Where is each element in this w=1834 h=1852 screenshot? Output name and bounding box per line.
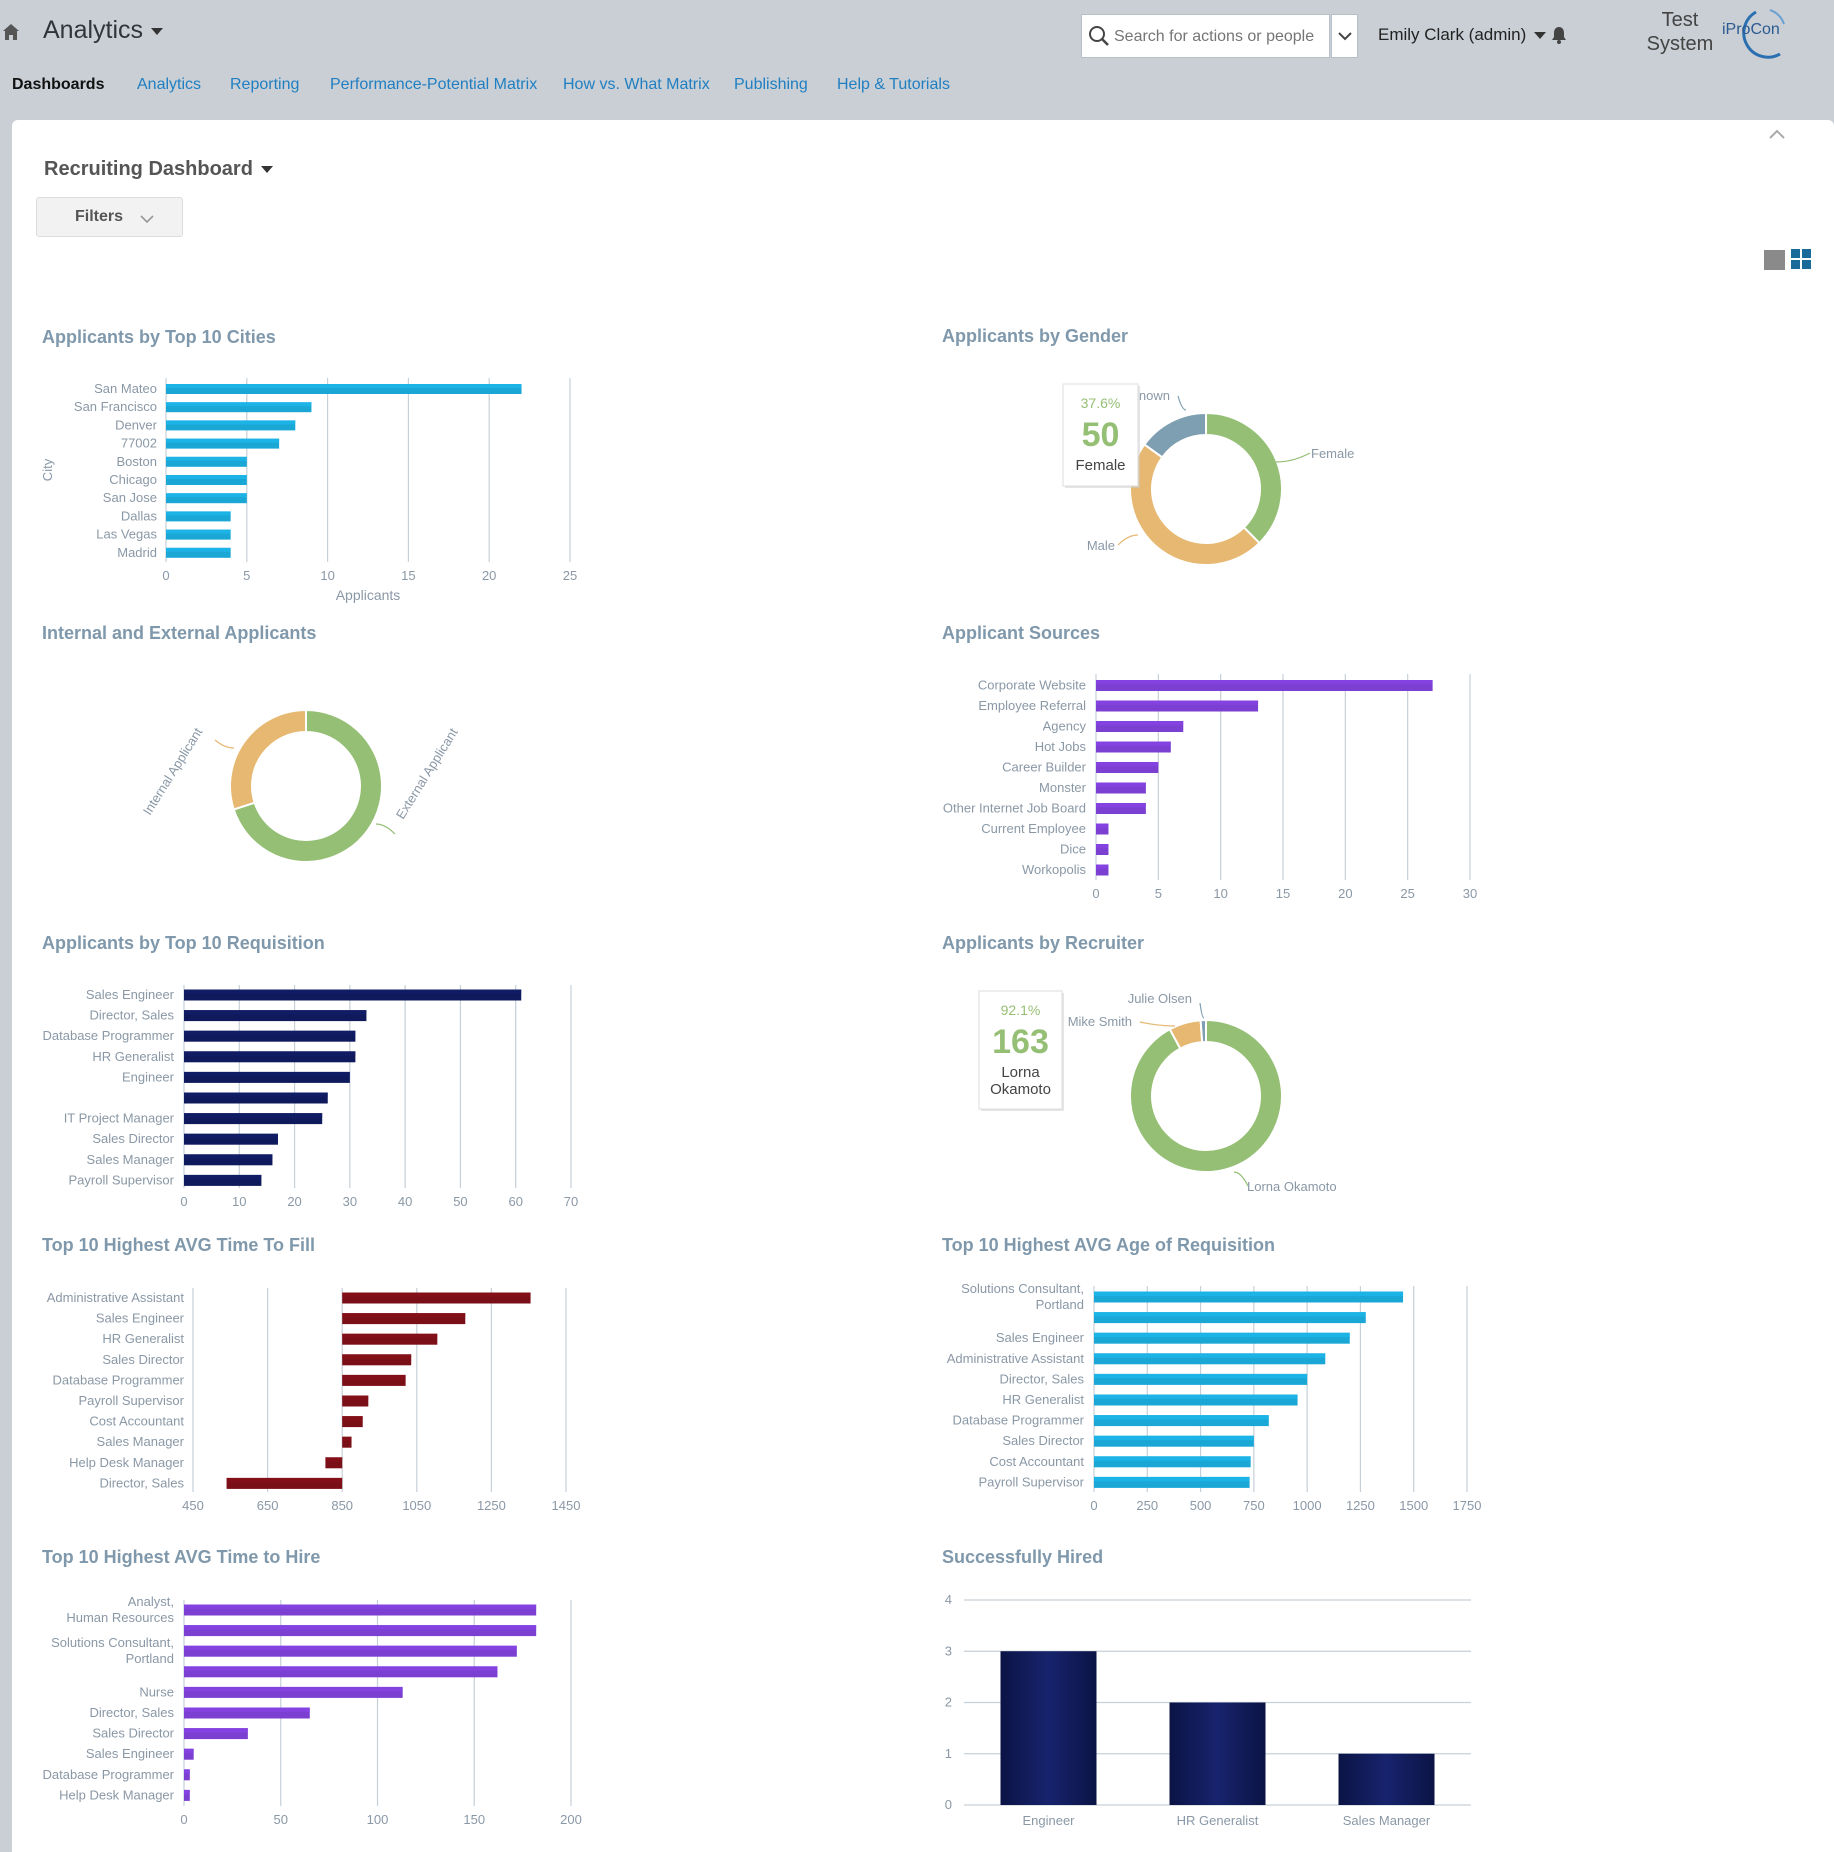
tab-analytics[interactable]: Analytics	[137, 76, 202, 93]
user-menu[interactable]: Emily Clark (admin)	[1378, 25, 1547, 45]
bell-icon[interactable]	[1551, 26, 1567, 44]
grid-view-icon[interactable]	[1791, 249, 1812, 270]
filters-button[interactable]: Filters	[36, 197, 183, 237]
logo-text: iProCon	[1722, 21, 1780, 38]
tab-how-vs-what-matrix[interactable]: How vs. What Matrix	[563, 76, 710, 93]
dashboard-title: Recruiting Dashboard	[44, 158, 253, 180]
widget-title: Successfully Hired	[942, 1547, 1104, 1567]
tab-dashboards[interactable]: Dashboards	[12, 76, 105, 93]
widget-title: Applicant Sources	[942, 623, 1101, 643]
company-logo: iProCon	[1722, 9, 1785, 59]
widget-title: Internal and External Applicants	[42, 623, 317, 643]
widget-title: Top 10 Highest AVG Time To Fill	[42, 1235, 316, 1255]
chevron-down-icon	[140, 215, 154, 224]
search-dropdown-button[interactable]	[1331, 14, 1358, 58]
dashboard-panel	[12, 120, 1834, 1852]
widget-title: Applicants by Recruiter	[942, 933, 1145, 953]
widget-title: Applicants by Top 10 Cities	[42, 327, 276, 347]
caret-down-icon	[260, 166, 273, 174]
search-box	[1081, 14, 1330, 58]
chevron-up-icon[interactable]	[1768, 128, 1786, 140]
search-input[interactable]	[1112, 24, 1326, 50]
tab-performance-potential-matrix[interactable]: Performance-Potential Matrix	[330, 76, 538, 93]
caret-down-icon	[151, 27, 164, 35]
tab-reporting[interactable]: Reporting	[230, 76, 300, 93]
search-icon	[1089, 26, 1109, 46]
single-view-icon[interactable]	[1764, 250, 1785, 270]
home-icon[interactable]	[2, 22, 20, 42]
caret-down-icon	[1534, 32, 1547, 40]
tab-help-tutorials[interactable]: Help & Tutorials	[837, 76, 950, 93]
filters-label: Filters	[75, 208, 124, 225]
tab-publishing[interactable]: Publishing	[734, 76, 808, 93]
system-label: Test System	[1632, 8, 1728, 56]
app-menu[interactable]: Analytics	[43, 16, 164, 45]
widget-title: Top 10 Highest AVG Age of Requisition	[942, 1235, 1276, 1255]
widget-title: Applicants by Top 10 Requisition	[42, 933, 325, 953]
widget-title: Applicants by Gender	[942, 326, 1129, 346]
user-name: Emily Clark (admin)	[1378, 25, 1527, 44]
app-title: Analytics	[43, 16, 144, 44]
chevron-down-icon	[1338, 32, 1352, 41]
system-label-line2: System	[1646, 33, 1714, 55]
widget-title: Top 10 Highest AVG Time to Hire	[42, 1547, 321, 1567]
dashboard-selector[interactable]: Recruiting Dashboard	[44, 158, 273, 181]
system-label-line1: Test	[1661, 9, 1699, 31]
top-bar	[0, 0, 1834, 100]
